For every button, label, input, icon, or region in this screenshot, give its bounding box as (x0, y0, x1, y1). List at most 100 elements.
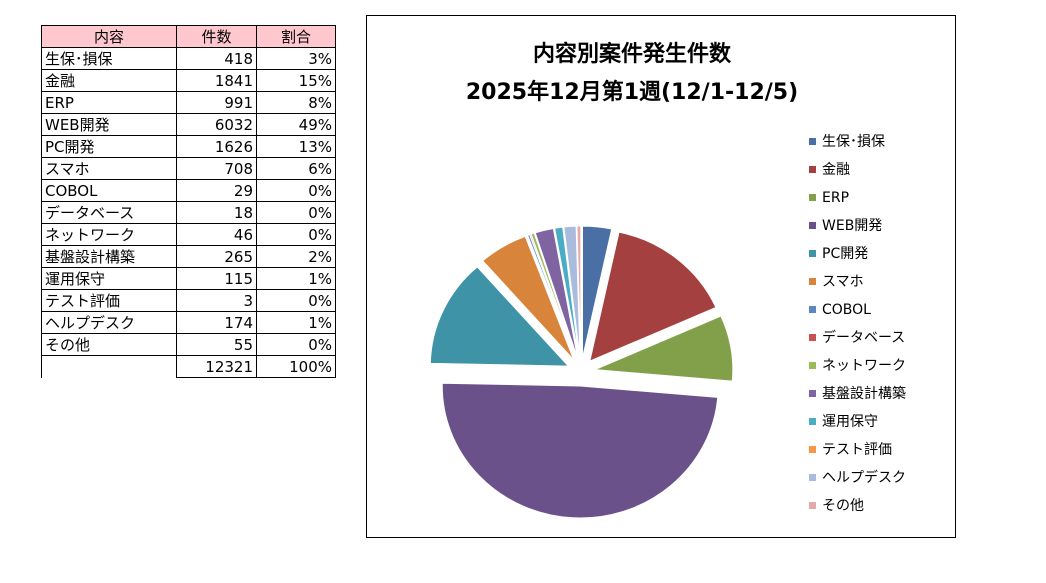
row-label: ERP (41, 91, 177, 114)
row-count: 708 (176, 157, 257, 180)
row-label: テスト評価 (41, 289, 177, 312)
legend-label: スマホ (822, 274, 864, 290)
row-label: 金融 (41, 69, 177, 92)
table-row: PC開発 1626 13% (41, 135, 336, 158)
pie-slice (482, 235, 575, 361)
chart-title: 内容別案件発生件数 (532, 42, 731, 67)
row-label: スマホ (41, 157, 177, 180)
row-count: 991 (176, 91, 257, 114)
row-count: 1841 (176, 69, 257, 92)
row-label: その他 (41, 333, 177, 356)
row-label: WEB開発 (41, 113, 177, 136)
legend-swatch (809, 445, 816, 453)
legend-label: 基盤設計構築 (822, 386, 906, 402)
legend-swatch (809, 305, 816, 313)
pie-slice (429, 266, 570, 367)
legend-swatch (809, 277, 816, 285)
table-row: COBOL 29 0% (41, 179, 336, 202)
legend-item: WEB開発 (809, 212, 906, 240)
table-row: ERP 991 8% (41, 91, 336, 114)
pie-plot (429, 225, 734, 519)
legend-item: 生保･損保 (809, 128, 906, 156)
legend-item: 金融 (809, 156, 906, 184)
row-label: ヘルプデスク (41, 311, 177, 334)
table-row: データベース 18 0% (41, 201, 336, 224)
chart-legend: 生保･損保 金融 ERP WEB開発 PC開発 スマホ COBOL データベース ネットワーク基… (809, 128, 906, 520)
row-pct: 0% (256, 201, 336, 224)
row-label: 基盤設計構築 (41, 245, 177, 268)
row-count: 55 (176, 333, 257, 356)
legend-label: ネットワーク (822, 358, 906, 374)
row-pct: 49% (256, 113, 336, 136)
table-header-row: 内容 件数 割合 (41, 25, 336, 48)
pie-slice (530, 232, 578, 359)
row-label: COBOL (41, 179, 177, 202)
row-pct: 0% (256, 289, 336, 312)
row-pct: 13% (256, 135, 336, 158)
legend-swatch (809, 249, 816, 257)
row-pct: 0% (256, 333, 336, 356)
legend-swatch (809, 501, 816, 509)
legend-label: PC開発 (822, 246, 869, 262)
total-label (41, 355, 177, 378)
legend-swatch (809, 473, 816, 481)
legend-swatch (809, 417, 816, 425)
pie-slice (589, 231, 717, 362)
table-row: 生保･損保 418 3% (41, 47, 336, 70)
row-pct: 0% (256, 179, 336, 202)
row-label: 生保･損保 (41, 47, 177, 70)
legend-label: ヘルプデスク (822, 470, 906, 486)
row-count: 1626 (176, 135, 257, 158)
data-table: 内容 件数 割合 生保･損保 418 3% 金融 1841 15% ERP 991 8% WEB開… (41, 25, 336, 378)
pie-slice (441, 382, 719, 519)
chart-subtitle: 2025年12月第1週(12/1-12/5) (465, 80, 799, 105)
header-count: 件数 (176, 25, 257, 48)
legend-item: その他 (809, 492, 906, 520)
legend-swatch (809, 361, 816, 369)
pie-slice (563, 225, 581, 359)
legend-item: データベース (809, 324, 906, 352)
row-pct: 1% (256, 267, 336, 290)
legend-item: ERP (809, 184, 906, 212)
row-pct: 6% (256, 157, 336, 180)
total-count: 12321 (176, 355, 257, 378)
row-count: 18 (176, 201, 257, 224)
legend-label: 金融 (822, 162, 850, 178)
row-pct: 1% (256, 311, 336, 334)
pie-slice (594, 315, 734, 382)
table-row: WEB開発 6032 49% (41, 113, 336, 136)
legend-label: 運用保守 (822, 414, 878, 430)
header-ratio: 割合 (256, 25, 336, 48)
header-content: 内容 (41, 25, 177, 48)
table-row: ヘルプデスク 174 1% (41, 311, 336, 334)
row-count: 418 (176, 47, 257, 70)
legend-item: ネットワーク (809, 352, 906, 380)
legend-label: その他 (822, 498, 864, 514)
legend-item: PC開発 (809, 240, 906, 268)
legend-label: テスト評価 (822, 442, 892, 458)
legend-swatch (809, 333, 816, 341)
row-count: 115 (176, 267, 257, 290)
total-row: 12321 100% (41, 355, 336, 378)
table-row: 運用保守 115 1% (41, 267, 336, 290)
row-label: ネットワーク (41, 223, 177, 246)
row-pct: 0% (256, 223, 336, 246)
table-row: ネットワーク 46 0% (41, 223, 336, 246)
row-label: データベース (41, 201, 177, 224)
pie-chart: 内容別案件発生件数 2025年12月第1週(12/1-12/5) 生保･損保金融… (366, 15, 956, 538)
table-row: スマホ 708 6% (41, 157, 336, 180)
legend-item: テスト評価 (809, 436, 906, 464)
legend-swatch (809, 165, 816, 173)
table-row: 基盤設計構築 265 2% (41, 245, 336, 268)
legend-item: スマホ (809, 268, 906, 296)
pie-slice (534, 227, 579, 359)
legend-label: データベース (822, 330, 906, 346)
row-label: 運用保守 (41, 267, 177, 290)
pie-slice (576, 225, 582, 359)
row-count: 174 (176, 311, 257, 334)
table-row: テスト評価 3 0% (41, 289, 336, 312)
legend-label: WEB開発 (822, 218, 883, 234)
legend-item: 基盤設計構築 (809, 380, 906, 408)
legend-swatch (809, 137, 816, 145)
pie-slice (562, 226, 580, 359)
